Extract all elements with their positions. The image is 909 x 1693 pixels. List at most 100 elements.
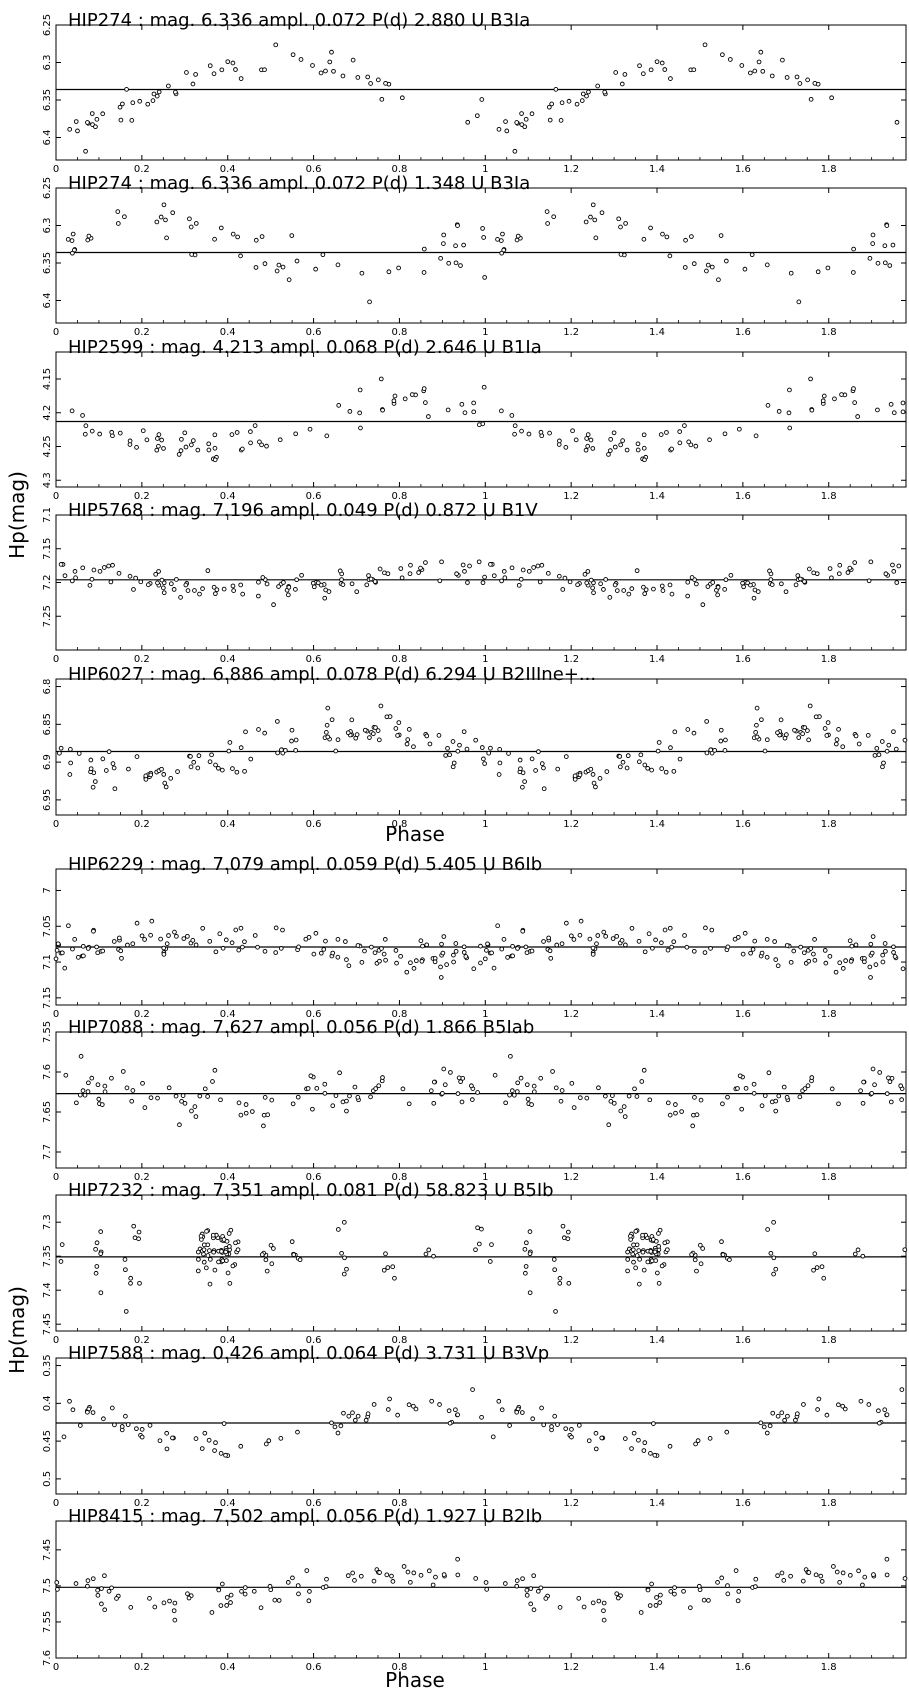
x-tick-label: 0.2 [134,164,150,175]
data-point [344,957,349,962]
data-point [203,1265,209,1271]
data-point [441,934,447,939]
data-point [559,100,565,106]
data-point [877,1420,882,1426]
data-point [193,72,198,77]
data-point [207,1281,213,1287]
data-point [519,1410,525,1415]
data-point [585,569,591,574]
data-point [671,939,677,945]
data-point [645,765,651,771]
data-point [467,563,472,569]
data-point [341,1271,347,1277]
x-tick-label: 0 [53,654,59,665]
data-point [636,1248,642,1253]
data-point [606,452,611,457]
data-point [512,423,518,429]
data-point [446,1408,452,1414]
data-point [636,938,642,944]
data-point [55,941,61,947]
data-point [499,946,505,952]
data-point [323,68,328,74]
data-point [376,1083,382,1089]
data-point [549,101,555,107]
data-point [297,1257,303,1263]
data-point [569,1434,574,1440]
data-point [884,1412,890,1418]
data-point [98,1251,104,1257]
data-point [419,958,425,964]
data-point [499,250,505,256]
data-point [193,1114,199,1119]
data-point [742,266,748,272]
data-point [667,253,673,259]
data-point [649,1581,654,1587]
data-point [72,937,78,942]
data-point [444,962,449,967]
data-point [539,1405,544,1411]
data-point [152,1604,158,1610]
data-point [557,1605,563,1610]
data-point [368,1094,373,1100]
data-point [522,779,527,784]
data-point [136,1229,142,1235]
data-point [424,942,430,948]
data-point [624,765,630,771]
data-point [155,1095,160,1101]
data-point [99,1586,104,1591]
data-point [875,260,881,266]
data-point [629,1446,634,1451]
data-point [381,951,387,957]
data-point [437,1402,442,1407]
data-point [130,1088,136,1093]
data-point [193,221,199,226]
data-point [618,1108,624,1114]
data-point [418,938,424,944]
data-point [581,1604,587,1610]
data-point [128,1605,134,1610]
data-point [86,1080,91,1086]
data-point [149,918,155,924]
data-point [715,1580,720,1585]
data-point [140,428,146,434]
x-tick-label: 1.4 [649,164,665,175]
data-point [725,944,731,950]
x-tick-label: 1.4 [649,1335,665,1346]
data-point [868,941,874,947]
x-tick-label: 0.8 [391,164,407,175]
data-point [706,1598,711,1603]
data-point [771,1271,776,1277]
data-point [753,1576,759,1582]
data-point [601,1617,607,1623]
data-point [424,733,430,739]
data-point [668,745,673,751]
data-point [641,1448,647,1453]
x-tick-label: 1.2 [563,1498,579,1509]
data-point [833,741,839,747]
x-tick-label: 0.2 [134,1662,150,1673]
x-tick-label: 0 [53,1662,59,1673]
y-tick-label: 7.05 [42,915,53,937]
data-point [269,1261,275,1267]
data-point [866,1402,872,1407]
data-point [893,746,899,752]
data-point [725,1583,730,1588]
data-point [620,759,626,765]
data-point [858,1088,863,1094]
data-point [172,1600,178,1606]
y-tick-label: 7.45 [42,1539,53,1561]
data-point [470,1097,475,1102]
data-point [531,1607,537,1613]
data-point [883,571,889,577]
data-point [694,1112,700,1118]
data-point [455,748,461,754]
data-point [193,942,199,948]
data-point [537,579,543,585]
data-point [512,431,517,437]
data-point [873,962,879,967]
data-point [647,1603,653,1608]
data-point [733,1568,739,1573]
data-point [423,1251,429,1257]
data-point [601,1600,607,1606]
data-point [55,1587,60,1592]
